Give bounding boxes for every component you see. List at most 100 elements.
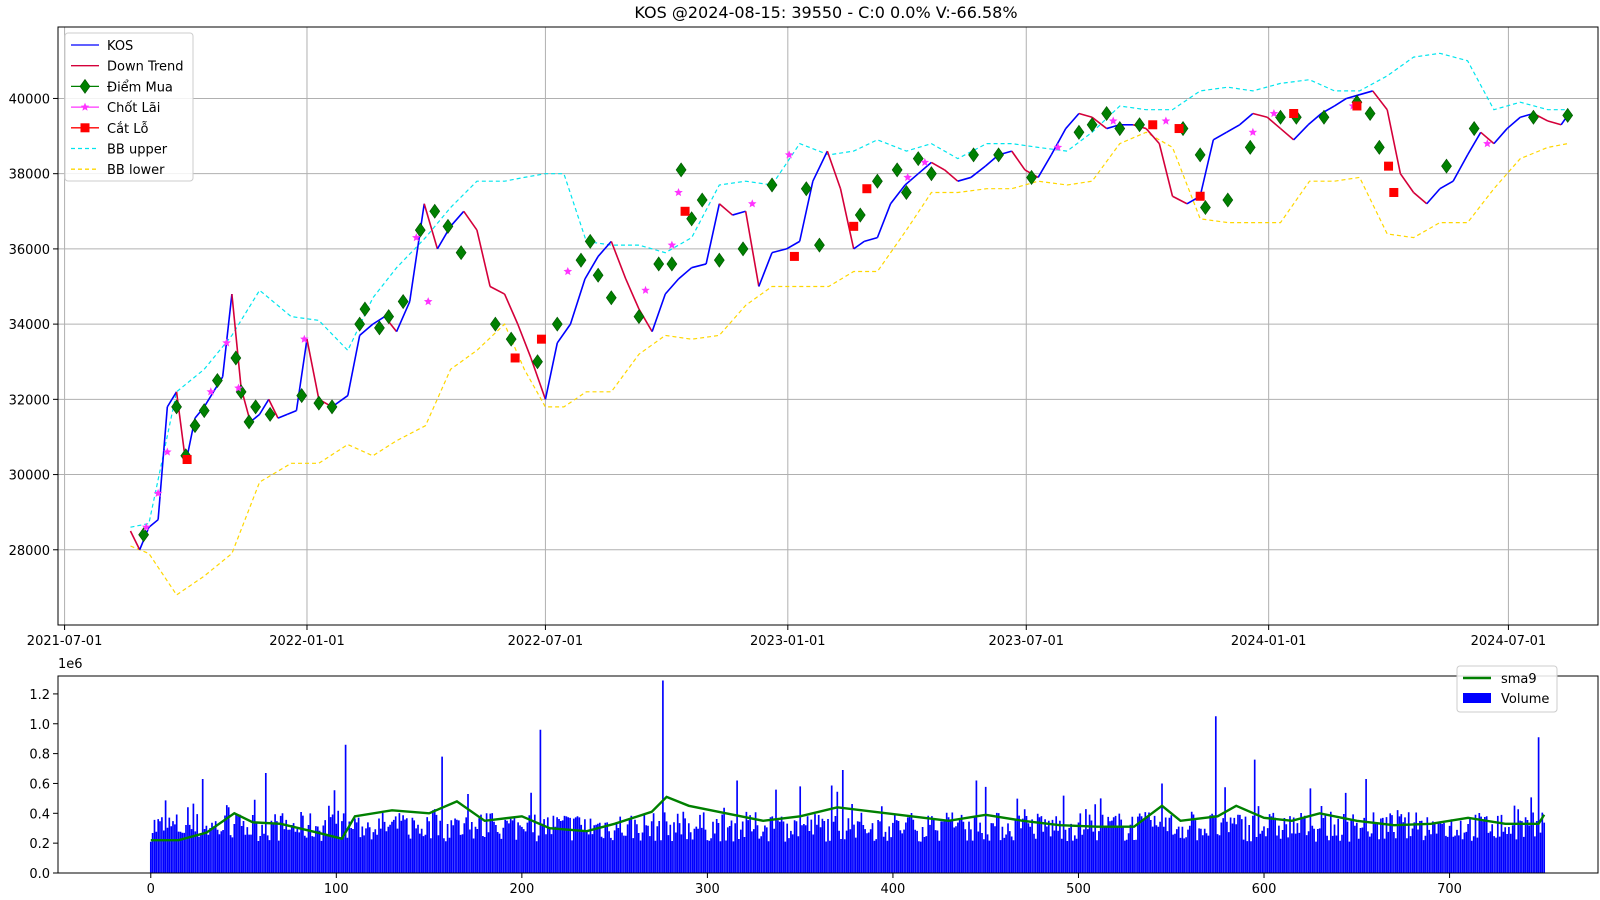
buy-point <box>1073 124 1085 140</box>
vol-y-tick-label: 1.0 <box>29 718 50 733</box>
vol-y-tick-label: 0.2 <box>29 837 50 852</box>
buy-point <box>1200 200 1211 216</box>
price-segment <box>1506 116 1521 130</box>
legend-label: BB upper <box>107 143 168 158</box>
buy-point <box>1114 121 1126 137</box>
price-segment <box>408 203 426 302</box>
bb-upper-line <box>130 52 1568 528</box>
down-trend-segment <box>1279 127 1295 141</box>
take-profit-point <box>903 172 912 182</box>
buy-point <box>800 181 812 197</box>
price-segment <box>853 240 865 250</box>
vol-x-tick-label: 200 <box>509 882 534 897</box>
price-segment <box>166 391 178 408</box>
price-segment <box>286 409 297 416</box>
legend-volume-swatch <box>1463 693 1491 703</box>
x-tick-label: 2022-01-01 <box>269 634 345 649</box>
price-segment <box>1466 131 1482 156</box>
x-tick-label: 2023-07-01 <box>988 634 1064 649</box>
buy-point <box>171 399 182 415</box>
x-tick-label: 2024-07-01 <box>1471 634 1547 649</box>
take-profit-point <box>563 267 573 276</box>
buy-point <box>713 252 725 268</box>
price-plot-frame <box>57 26 1599 626</box>
legend-stop-loss-marker <box>80 123 90 133</box>
y-tick-label: 30000 <box>9 469 50 484</box>
buy-point <box>414 222 426 238</box>
down-trend-segment <box>610 241 627 280</box>
price-segment <box>1307 112 1322 126</box>
take-profit-point <box>300 334 309 343</box>
down-trend-segment <box>826 150 842 189</box>
y-tick-label: 34000 <box>9 318 50 333</box>
price-lines <box>129 52 1569 596</box>
down-trend-segment <box>268 398 279 419</box>
down-trend-segment <box>1011 150 1026 171</box>
price-segment <box>1426 188 1441 205</box>
vol-x-tick-label: 300 <box>695 882 720 897</box>
buy-point <box>696 192 708 208</box>
price-grid <box>58 27 1598 625</box>
down-trend-segment <box>1078 112 1093 119</box>
down-trend-segment <box>839 188 855 250</box>
down-trend-segment <box>1413 191 1428 205</box>
stop-loss-point <box>1389 187 1399 197</box>
price-segment <box>864 236 878 243</box>
price-segment <box>258 398 270 415</box>
take-profit-point <box>784 150 794 159</box>
down-trend-segment <box>503 293 519 325</box>
legend-sma9-label: sma9 <box>1501 672 1537 687</box>
legend-label: Điểm Mua <box>107 80 173 95</box>
buy-point <box>326 399 338 415</box>
buy-point <box>737 241 749 257</box>
price-segment <box>295 339 308 411</box>
stop-loss-point <box>849 221 859 231</box>
price-segment <box>544 342 559 400</box>
buy-point <box>814 237 825 253</box>
price-segment <box>556 323 572 344</box>
buy-point <box>891 162 903 178</box>
buy-point <box>230 350 242 366</box>
price-axes: 2021-07-01 2022-01-01 2022-07-01 2023-01-01… <box>9 92 1547 649</box>
vol-x-tick-label: 400 <box>881 882 906 897</box>
price-segment <box>957 176 972 182</box>
x-tick-label: 2021-07-01 <box>27 634 103 649</box>
vol-y-tick-label: 1.2 <box>29 688 50 703</box>
x-tick-label: 2024-01-01 <box>1231 634 1307 649</box>
buy-point <box>455 245 467 261</box>
buy-point <box>1373 139 1385 155</box>
take-profit-point <box>142 522 151 531</box>
price-segment <box>970 165 986 179</box>
buy-point <box>489 316 501 332</box>
price-segment <box>1493 128 1508 145</box>
buy-point <box>138 527 149 543</box>
buy-point <box>1134 117 1145 133</box>
price-segment <box>732 210 746 216</box>
price-segment <box>347 335 361 396</box>
stop-loss-point <box>1148 120 1158 130</box>
price-segment <box>889 184 906 205</box>
down-trend-segment <box>476 229 491 287</box>
down-trend-segment <box>1266 116 1282 130</box>
price-plot-area <box>58 27 1598 625</box>
y-tick-label: 28000 <box>9 544 50 559</box>
price-segment <box>157 406 169 520</box>
buy-point <box>1468 121 1480 137</box>
buy-point <box>505 331 517 347</box>
buy-point <box>766 177 778 193</box>
price-segment <box>876 203 892 238</box>
volume-axes: 0 100 200 300 400 500 600 700 0.0 0.2 0.4 0.6 0.8 1.0… <box>29 688 1462 897</box>
down-trend-segment <box>1091 116 1108 130</box>
price-segment <box>1065 112 1080 130</box>
price-segment <box>597 240 612 257</box>
down-trend-segment <box>1480 131 1495 145</box>
buy-point <box>653 256 665 272</box>
stop-loss-point <box>789 251 799 261</box>
stop-loss-point <box>1352 101 1362 111</box>
buy-point <box>1364 105 1376 122</box>
buy-point <box>872 173 883 189</box>
price-segment <box>786 240 801 250</box>
buy-point <box>1222 192 1234 208</box>
bb-lower-line <box>130 131 1568 596</box>
